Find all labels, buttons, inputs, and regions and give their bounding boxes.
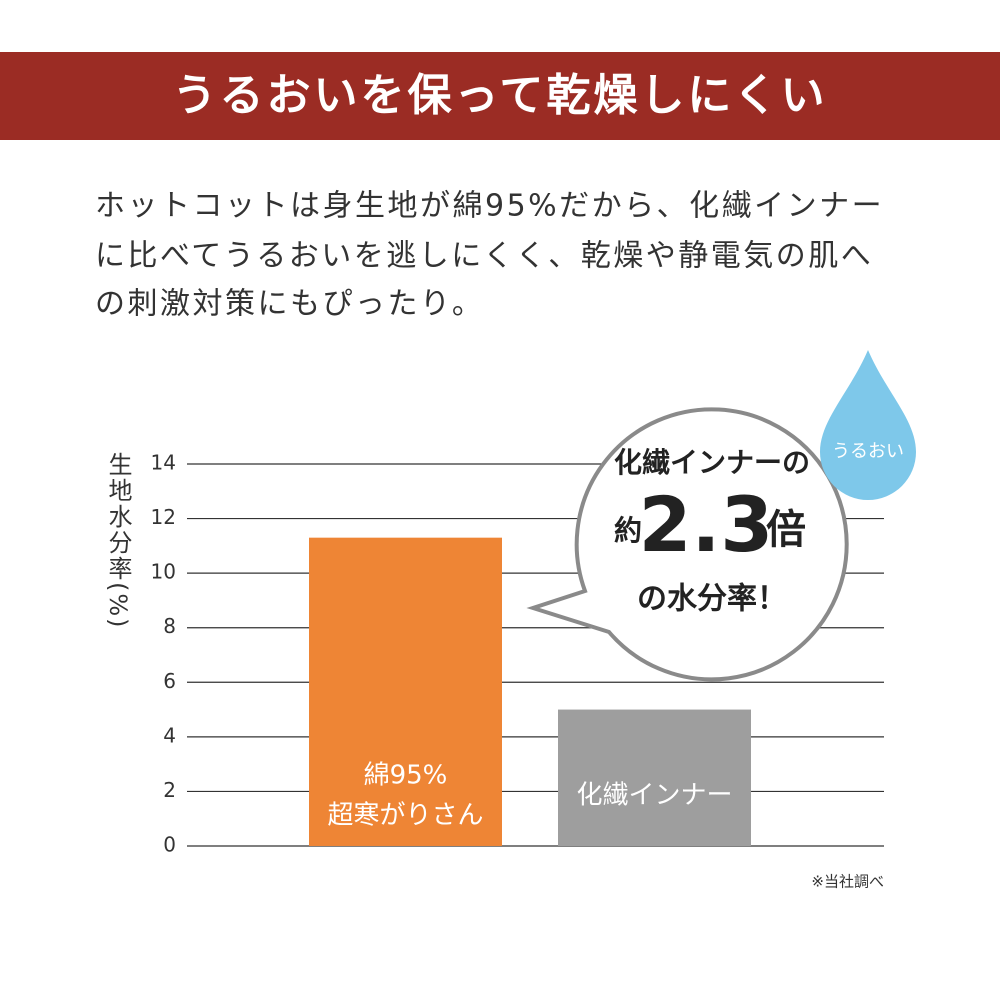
callout-bubble xyxy=(526,407,849,682)
y-tick-label: 6 xyxy=(163,669,176,693)
y-tick-label: 10 xyxy=(151,560,176,584)
bar-label: 化繊インナー xyxy=(576,781,732,811)
y-tick-label: 0 xyxy=(163,833,176,857)
y-tick-label: 4 xyxy=(163,723,176,747)
note: ※当社調べ xyxy=(811,873,884,891)
y-tick-label: 2 xyxy=(163,778,176,802)
drop-label: うるおい xyxy=(832,441,904,462)
callout-number: 2.3 xyxy=(639,480,774,569)
callout-suffix: 倍 xyxy=(766,507,806,553)
callout-line: 化繊インナーの xyxy=(614,446,810,479)
bar xyxy=(309,537,502,846)
callout-prefix: 約 xyxy=(614,514,642,547)
description-line: ホットコットは身生地が綿95%だから、化繊インナー xyxy=(95,189,884,224)
bar-label: 超寒がりさん xyxy=(327,801,483,831)
description-line: に比べてうるおいを逃しにくく、乾燥や静電気の肌へ xyxy=(95,239,873,274)
callout-line: の水分率！ xyxy=(637,582,787,617)
y-tick-label: 14 xyxy=(151,451,176,475)
header-title: うるおいを保って乾燥しにくい xyxy=(173,70,828,121)
plot-area: 0 2 4 6 8 10 12 14 綿95% 超寒がりさん 化繊インナー xyxy=(151,451,884,857)
y-tick-label: 12 xyxy=(151,505,176,529)
callout: 化繊インナーの 約 2.3 倍 の水分率！ xyxy=(526,407,849,682)
y-axis-label: 生地水分率(%) xyxy=(104,452,132,630)
description-line: の刺激対策にもぴったり。 xyxy=(95,287,484,322)
bar-label: 綿95% xyxy=(364,761,448,791)
bar xyxy=(558,709,751,846)
header-band xyxy=(0,52,1000,140)
drop-icon xyxy=(820,350,916,500)
y-tick-label: 8 xyxy=(163,614,176,638)
